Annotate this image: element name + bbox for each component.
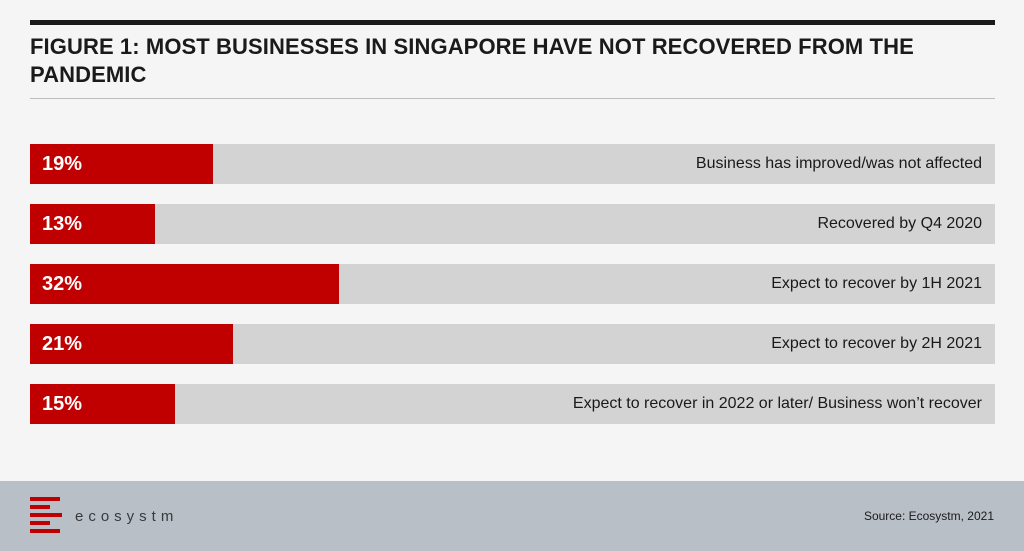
bar-value-label: 15% xyxy=(42,393,83,415)
bar xyxy=(30,324,233,364)
bar-value-label: 13% xyxy=(42,213,83,235)
bar-category-label: Expect to recover in 2022 or later/ Busi… xyxy=(572,395,982,412)
bar-category-label: Expect to recover by 1H 2021 xyxy=(771,275,982,292)
bar-track: 15% Expect to recover in 2022 or later/ B… xyxy=(30,384,995,424)
bar xyxy=(30,204,156,244)
bar-chart: 19% Business has improved/was not affecte… xyxy=(30,144,995,424)
title-rule xyxy=(30,98,995,99)
bar-category-label: Recovered by Q4 2020 xyxy=(817,215,982,232)
bar-track: 13% Recovered by Q4 2020 xyxy=(30,204,995,244)
bar-category-label: Expect to recover by 2H 2021 xyxy=(771,335,982,352)
source-note: Source: Ecosystm, 2021 xyxy=(863,509,994,523)
bar-value-label: 32% xyxy=(42,273,83,295)
bar xyxy=(30,384,175,424)
ecosystm-logo-icon xyxy=(30,497,62,535)
brand-name: ecosystm xyxy=(75,508,179,525)
chart-title: FIGURE 1: MOST BUSINESSES IN SINGAPORE H… xyxy=(30,34,914,87)
bar xyxy=(30,264,339,304)
footer: ecosystm Source: Ecosystm, 2021 xyxy=(0,481,1024,551)
bar-value-label: 19% xyxy=(42,153,83,175)
bar-track: 21% Expect to recover by 2H 2021 xyxy=(30,324,995,364)
top-rule xyxy=(30,20,995,25)
bar-track: 32% Expect to recover by 1H 2021 xyxy=(30,264,995,304)
bar-track: 19% Business has improved/was not affecte… xyxy=(30,144,995,184)
bar-value-label: 21% xyxy=(42,333,83,355)
bar-category-label: Business has improved/was not affected xyxy=(695,155,982,172)
bar xyxy=(30,144,214,184)
